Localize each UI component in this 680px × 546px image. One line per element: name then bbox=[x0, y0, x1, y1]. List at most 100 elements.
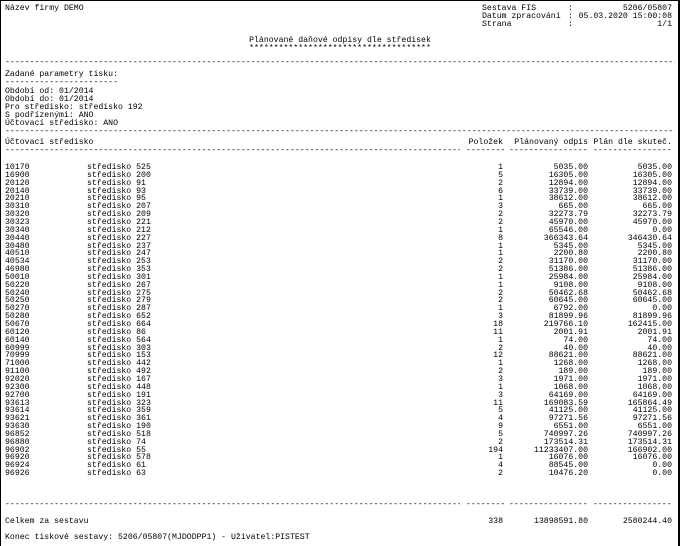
table-row: 50670 středisko 664 18 219766.10 162415.00 bbox=[0, 321, 680, 329]
plan-by-actual: 346430.64 bbox=[627, 233, 672, 243]
table-row: 20140 středisko 93 6 33739.00 33739.00 bbox=[0, 186, 680, 196]
table-row: 20210 středisko 95 1 38612.00 38612.00 bbox=[0, 195, 680, 203]
center-name: středisko 448 bbox=[87, 382, 151, 392]
params-heading: Zadané parametry tisku: bbox=[5, 70, 119, 79]
item-count: 3 bbox=[498, 312, 503, 322]
center-name: středisko 237 bbox=[87, 241, 151, 251]
center-name: středisko 267 bbox=[87, 280, 151, 290]
table-row: 16900 středisko 200 5 16305.00 16305.00 bbox=[0, 170, 680, 180]
table-row: 96926 středisko 63 2 10476.20 0.00 bbox=[0, 470, 680, 478]
table-row: 91100 středisko 492 2 189.00 189.00 bbox=[0, 368, 680, 376]
plan-by-actual: 5345.00 bbox=[637, 241, 672, 251]
plan-by-actual: 25984.00 bbox=[632, 272, 672, 282]
table-row: 50280 středisko 652 3 81899.96 81899.96 bbox=[0, 313, 680, 321]
total-divider: ----------------------------------------… bbox=[593, 501, 673, 509]
center-name: středisko 353 bbox=[87, 265, 151, 275]
table-row: 10170 středisko 525 1 5035.00 5035.00 bbox=[0, 164, 680, 172]
planned-depreciation: 41125.00 bbox=[548, 406, 588, 416]
item-count: 18 bbox=[493, 320, 503, 329]
planned-depreciation: 5035.00 bbox=[553, 163, 588, 172]
plan-by-actual: 1971.00 bbox=[637, 374, 672, 384]
plan-by-actual: 64169.00 bbox=[632, 390, 672, 400]
item-count: 2 bbox=[498, 367, 503, 377]
planned-depreciation: 64169.00 bbox=[548, 390, 588, 400]
center-name: středisko 518 bbox=[87, 429, 151, 439]
divider: ----------------------------------------… bbox=[5, 128, 675, 136]
plan-by-actual: 0.00 bbox=[652, 469, 672, 479]
center-code: 50240 bbox=[5, 288, 30, 298]
plan-by-actual: 33739.00 bbox=[632, 186, 672, 196]
table-row: 40510 středisko 247 1 2200.80 2200.80 bbox=[0, 250, 680, 258]
planned-depreciation: 50462.68 bbox=[548, 288, 588, 298]
params-underline: ----------------------- bbox=[5, 78, 119, 87]
item-count: 2 bbox=[498, 265, 503, 275]
planned-depreciation: 32273.79 bbox=[548, 210, 588, 220]
planned-depreciation: 189.00 bbox=[558, 367, 588, 377]
item-count: 2 bbox=[498, 210, 503, 220]
planned-depreciation: 665.00 bbox=[558, 202, 588, 212]
title-underline: ************************************* bbox=[249, 44, 431, 53]
total-count: 338 bbox=[488, 517, 503, 526]
processing-date: 05.03.2020 15:00:08 bbox=[578, 12, 672, 21]
center-code: 96924 bbox=[5, 461, 30, 471]
column-underline: ----------------------------------------… bbox=[466, 147, 504, 155]
table-row: 93613 středisko 323 11 169083.59 165864.49 bbox=[0, 398, 680, 408]
plan-by-actual: 41125.00 bbox=[632, 406, 672, 416]
center-name: středisko 578 bbox=[87, 453, 151, 463]
center-name: středisko 287 bbox=[87, 304, 151, 314]
planned-depreciation: 169083.59 bbox=[543, 398, 588, 408]
item-count: 1 bbox=[498, 249, 503, 259]
center-code: 96880 bbox=[5, 437, 30, 447]
center-code: 93621 bbox=[5, 414, 30, 424]
total-divider: ----------------------------------------… bbox=[5, 501, 460, 509]
column-header-actual: Plán dle skuteč. bbox=[593, 138, 672, 147]
table-row: 20120 středisko 91 2 12894.00 12894.00 bbox=[0, 178, 680, 188]
table-row: 70999 středisko 153 12 88621.00 88621.00 bbox=[0, 352, 680, 360]
item-count: 5 bbox=[498, 406, 503, 416]
plan-by-actual: 32273.79 bbox=[632, 210, 672, 220]
plan-by-actual: 1068.00 bbox=[637, 382, 672, 392]
plan-by-actual: 97271.56 bbox=[632, 414, 672, 424]
item-count: 3 bbox=[498, 374, 503, 384]
item-count: 2 bbox=[498, 288, 503, 298]
column-header-center: Účtovací středisko bbox=[5, 138, 94, 147]
item-count: 1 bbox=[498, 280, 503, 290]
center-code: 91100 bbox=[5, 367, 30, 377]
total-label: Celkem za sestavu bbox=[5, 517, 89, 526]
table-row: 93630 středisko 190 9 6551.00 6551.00 bbox=[0, 423, 680, 431]
table-row: 60120 středisko 86 11 2001.91 2001.91 bbox=[0, 328, 680, 337]
item-count: 4 bbox=[498, 414, 503, 424]
table-row: 96880 středisko 74 2 173514.31 173514.31 bbox=[0, 437, 680, 447]
item-count: 1 bbox=[498, 225, 503, 235]
plan-by-actual: 45970.00 bbox=[632, 217, 672, 227]
item-count: 12 bbox=[493, 351, 503, 361]
item-count: 1 bbox=[498, 241, 503, 251]
item-count: 194 bbox=[488, 445, 503, 455]
plan-by-actual: 31170.00 bbox=[632, 257, 672, 267]
planned-depreciation: 40.00 bbox=[563, 343, 588, 353]
center-code: 71000 bbox=[5, 359, 30, 369]
center-name: středisko 95 bbox=[87, 194, 146, 204]
center-name: středisko 55 bbox=[87, 445, 146, 455]
center-code: 96902 bbox=[5, 445, 30, 455]
center-code: 40510 bbox=[5, 249, 30, 259]
planned-depreciation: 1268.00 bbox=[553, 359, 588, 369]
table-row: 30320 středisko 209 2 32273.79 32273.79 bbox=[0, 211, 680, 219]
table-row: 50250 středisko 279 2 60645.00 60645.00 bbox=[0, 297, 680, 305]
total-divider: ----------------------------------------… bbox=[509, 501, 589, 509]
center-code: 30340 bbox=[5, 225, 30, 235]
center-code: 46980 bbox=[5, 265, 30, 275]
center-code: 93630 bbox=[5, 422, 30, 432]
planned-depreciation: 16305.00 bbox=[548, 170, 588, 180]
plan-by-actual: 16305.00 bbox=[632, 170, 672, 180]
plan-by-actual: 166902.00 bbox=[627, 445, 672, 455]
planned-depreciation: 31170.00 bbox=[548, 257, 588, 267]
plan-by-actual: 162415.00 bbox=[627, 320, 672, 329]
table-row: 92700 středisko 191 3 64169.00 64169.00 bbox=[0, 390, 680, 400]
center-name: středisko 212 bbox=[87, 225, 151, 235]
center-name: středisko 652 bbox=[87, 312, 151, 322]
item-count: 2 bbox=[498, 296, 503, 306]
center-name: středisko 279 bbox=[87, 296, 151, 306]
planned-depreciation: 12894.00 bbox=[548, 178, 588, 188]
